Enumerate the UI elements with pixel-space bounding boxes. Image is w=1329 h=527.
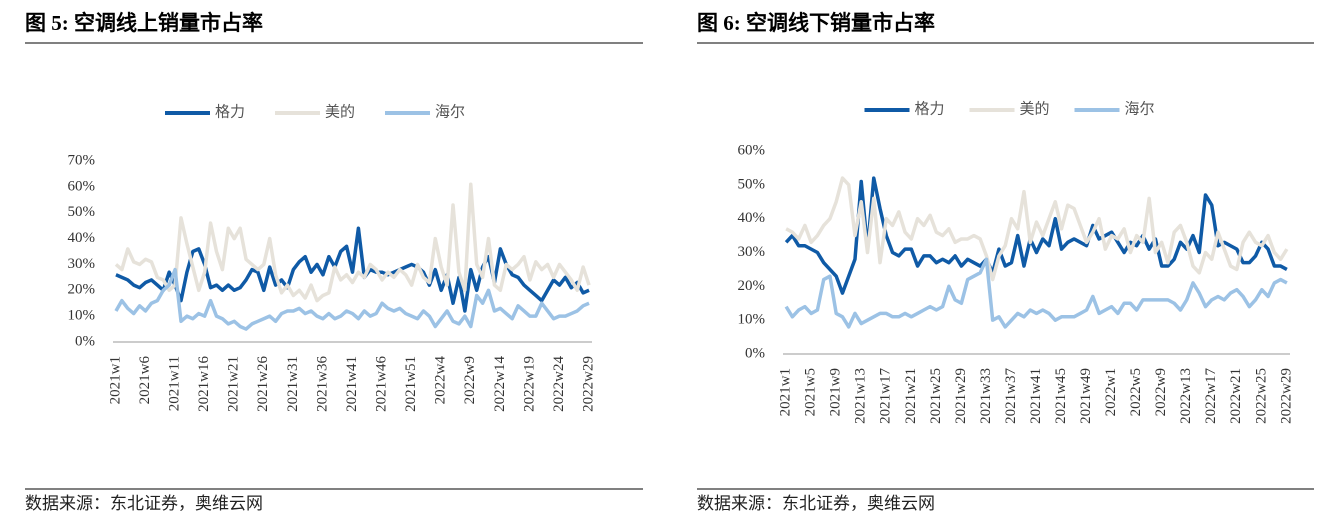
x-tick-label: 2021w5: [803, 368, 819, 416]
series-line: [114, 267, 590, 331]
y-tick-label: 0%: [745, 345, 765, 361]
x-tick-label: 2022w17: [1203, 368, 1219, 424]
x-tick-label: 2021w1: [107, 356, 123, 404]
x-tick-label: 2021w26: [255, 356, 271, 412]
x-tick-label: 2021w31: [285, 356, 301, 412]
x-tick-label: 2022w14: [492, 356, 508, 412]
x-tick-label: 2021w16: [196, 356, 212, 412]
x-tick-label: 2021w11: [167, 356, 183, 411]
x-tick-label: 2022w25: [1253, 368, 1269, 424]
x-tick-label: 2021w13: [853, 368, 869, 424]
y-tick-label: 70%: [68, 152, 96, 168]
x-tick-label: 2021w41: [1028, 368, 1044, 424]
y-tick-label: 40%: [738, 210, 766, 226]
y-tick-label: 50%: [738, 176, 766, 192]
x-tick-label: 2021w49: [1078, 368, 1094, 424]
legend-label: 美的: [1020, 100, 1050, 117]
y-tick-label: 10%: [738, 312, 766, 328]
x-tick-label: 2021w17: [878, 368, 894, 424]
x-tick-label: 2022w13: [1178, 368, 1194, 424]
x-tick-label: 2022w29: [580, 356, 596, 412]
x-tick-label: 2022w9: [462, 356, 478, 404]
y-tick-label: 30%: [738, 244, 766, 260]
x-tick-label: 2022w4: [433, 356, 449, 405]
x-tick-label: 2021w1: [778, 368, 794, 416]
x-tick-label: 2022w24: [551, 356, 567, 412]
x-tick-label: 2021w33: [978, 368, 994, 424]
x-tick-label: 2022w21: [1228, 368, 1244, 424]
legend-label: 格力: [915, 100, 945, 117]
x-tick-label: 2022w19: [521, 356, 537, 412]
series-line: [785, 176, 1289, 282]
x-tick-label: 2021w51: [403, 356, 419, 412]
x-tick-label: 2021w37: [1003, 368, 1019, 424]
x-tick-label: 2021w21: [903, 368, 919, 424]
x-tick-label: 2022w1: [1103, 368, 1119, 416]
x-tick-label: 2021w9: [828, 368, 844, 416]
x-tick-label: 2021w29: [953, 368, 969, 424]
source-note: 数据来源：东北证券，奥维云网: [697, 494, 935, 513]
y-tick-label: 0%: [75, 333, 95, 349]
x-tick-label: 2021w45: [1053, 368, 1069, 424]
series-line: [784, 176, 1288, 295]
x-tick-label: 2022w5: [1128, 368, 1144, 416]
figure-title: 图 5: 空调线上销量市占率: [25, 11, 263, 35]
y-tick-label: 50%: [68, 204, 96, 220]
x-tick-label: 2022w29: [1278, 368, 1294, 424]
y-tick-label: 20%: [738, 278, 766, 294]
source-note: 数据来源：东北证券，奥维云网: [25, 494, 263, 513]
y-tick-label: 60%: [738, 142, 766, 158]
series-line: [115, 226, 590, 313]
y-tick-label: 20%: [68, 282, 96, 298]
x-tick-label: 2022w9: [1153, 368, 1169, 416]
legend-label: 格力: [215, 103, 245, 120]
x-tick-label: 2021w36: [314, 356, 330, 412]
y-tick-label: 10%: [68, 308, 96, 324]
legend-label: 海尔: [1125, 100, 1155, 117]
series-line: [114, 182, 591, 303]
y-tick-label: 30%: [68, 256, 96, 272]
x-tick-label: 2021w46: [374, 356, 390, 412]
legend-label: 海尔: [435, 103, 465, 120]
x-tick-label: 2021w21: [226, 356, 242, 412]
y-tick-label: 40%: [68, 230, 96, 246]
y-tick-label: 60%: [68, 178, 96, 194]
x-tick-label: 2021w25: [928, 368, 944, 424]
x-tick-label: 2021w41: [344, 356, 360, 412]
legend-label: 美的: [325, 103, 355, 120]
x-tick-label: 2021w6: [137, 356, 153, 405]
series-line: [784, 257, 1288, 329]
figure-title: 图 6: 空调线下销量市占率: [697, 11, 935, 35]
